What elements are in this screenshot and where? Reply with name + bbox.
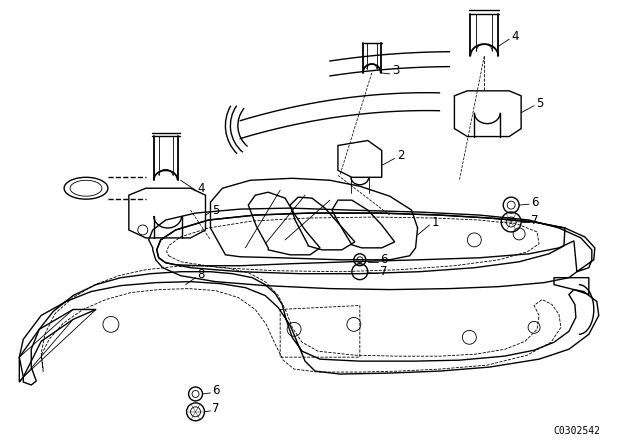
Text: 6: 6 [380, 253, 387, 266]
Text: 2: 2 [397, 149, 404, 162]
Text: 4: 4 [198, 182, 205, 195]
Text: 3: 3 [392, 65, 399, 78]
Text: 1: 1 [431, 215, 439, 228]
Text: C0302542: C0302542 [554, 426, 600, 436]
Text: 5: 5 [536, 97, 543, 110]
Text: 7: 7 [212, 402, 220, 415]
Text: 7: 7 [531, 214, 539, 227]
Text: 5: 5 [212, 203, 220, 216]
Text: 6: 6 [531, 196, 539, 209]
Text: 7: 7 [380, 265, 387, 278]
Text: 6: 6 [212, 384, 220, 397]
Text: 4: 4 [511, 30, 518, 43]
Text: 8: 8 [198, 268, 205, 281]
